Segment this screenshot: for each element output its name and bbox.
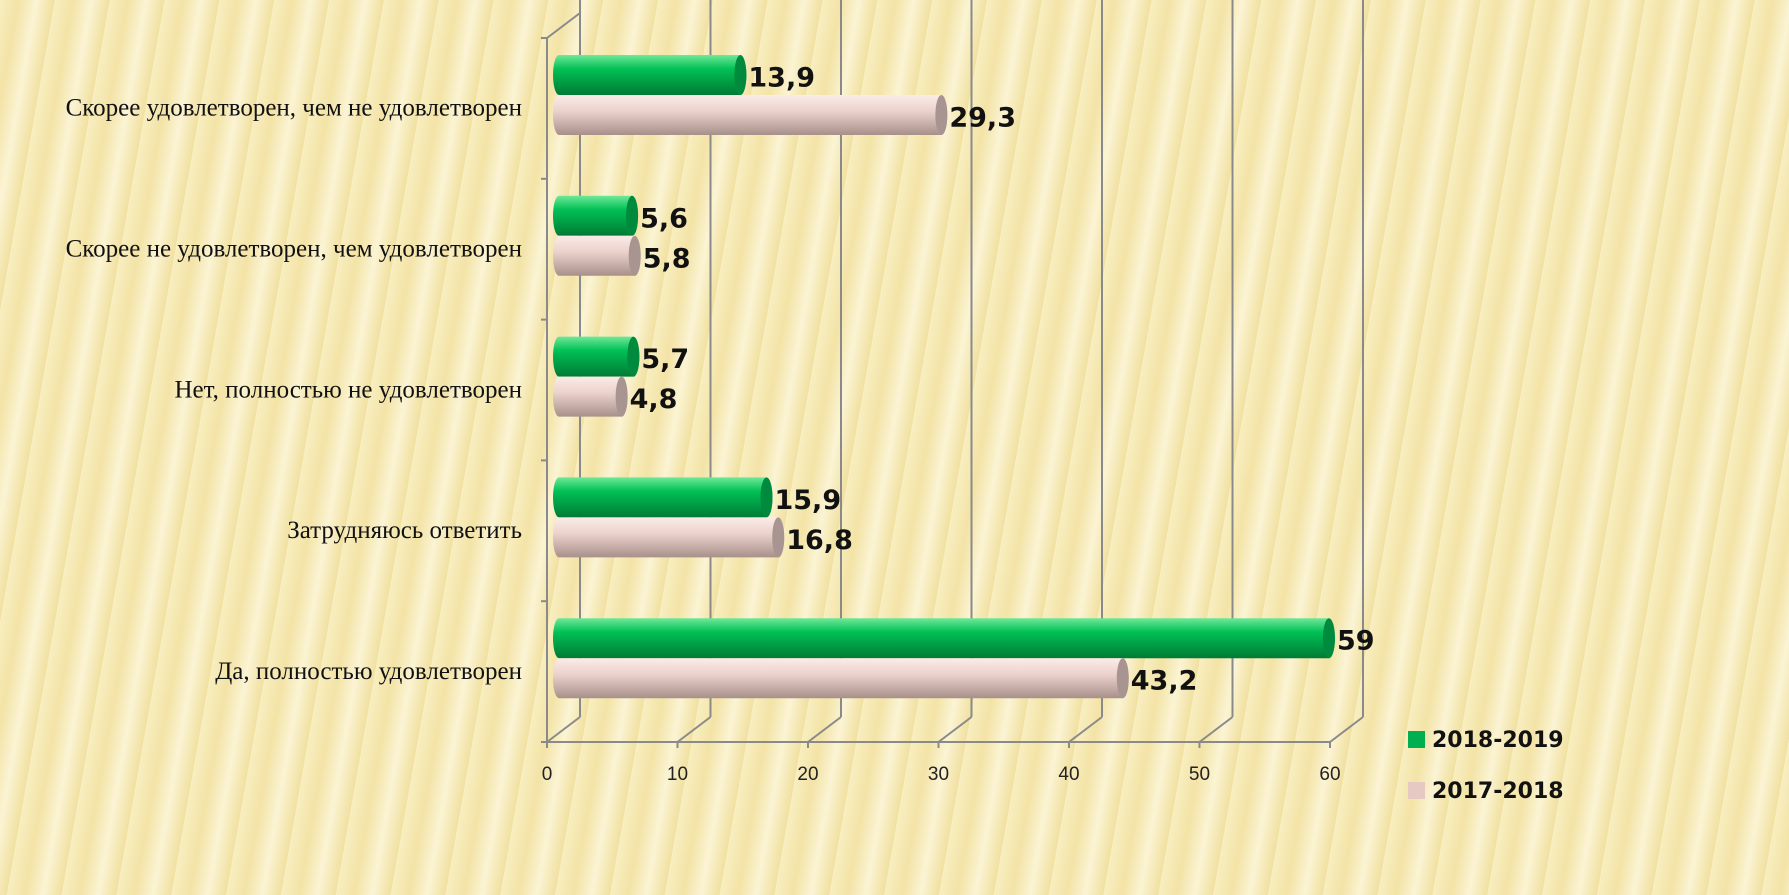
bar (553, 618, 1335, 659)
bar (553, 336, 640, 377)
grid-line (1068, 716, 1103, 743)
value-label: 4,8 (630, 384, 678, 415)
category-label: Затрудняюсь ответить (287, 517, 522, 544)
bar-cap (1322, 618, 1335, 659)
value-label: 13,9 (748, 63, 815, 94)
bar (553, 477, 773, 518)
value-label: 5,7 (641, 344, 689, 375)
x-tick-label: 20 (797, 764, 818, 785)
value-label: 29,3 (949, 103, 1016, 134)
bar-cap (935, 95, 948, 135)
x-tick-label: 50 (1189, 764, 1210, 785)
bar (553, 95, 948, 135)
bar-cap (772, 517, 785, 558)
bar-cap (626, 195, 639, 236)
x-tick-label: 60 (1319, 764, 1340, 785)
bar-cap (734, 55, 747, 95)
x-tick-label: 0 (542, 764, 553, 785)
value-label: 43,2 (1131, 666, 1198, 697)
legend-label: 2018-2019 (1432, 728, 1564, 753)
bar (553, 658, 1129, 699)
value-label: 16,8 (786, 525, 853, 556)
bar (553, 195, 639, 236)
legend-swatch (1408, 731, 1425, 748)
category-label: Да, полностью удовлетворен (215, 658, 522, 685)
category-label: Скорее удовлетворен, чем не удовлетворен (66, 95, 522, 122)
grid-line (1329, 716, 1364, 743)
value-label: 5,6 (640, 203, 688, 234)
grid-line (546, 716, 581, 743)
bar (553, 517, 785, 558)
bar (553, 376, 628, 417)
bar-cap (628, 235, 641, 276)
bar-cap (627, 336, 640, 377)
grid-line (937, 716, 973, 743)
category-label: Нет, полностью не удовлетворен (174, 376, 522, 403)
x-tick-label: 40 (1058, 764, 1079, 785)
bar-cap (760, 477, 773, 518)
grid-line (1198, 716, 1234, 743)
value-label: 5,8 (643, 243, 691, 274)
value-label: 59 (1337, 626, 1375, 657)
grid-line (807, 716, 842, 743)
bar (553, 235, 641, 276)
legend-label: 2017-2018 (1432, 779, 1564, 804)
bar-cap (1116, 658, 1129, 699)
value-label: 15,9 (774, 485, 841, 516)
bar-cap (615, 376, 628, 417)
bar (553, 55, 747, 95)
category-label: Скорее не удовлетворен, чем удовлетворен (66, 236, 522, 263)
legend-swatch (1408, 782, 1425, 799)
grid-line (676, 716, 712, 743)
x-tick-label: 30 (928, 764, 949, 785)
x-tick-label: 10 (667, 764, 688, 785)
axis-wall (546, 12, 581, 39)
